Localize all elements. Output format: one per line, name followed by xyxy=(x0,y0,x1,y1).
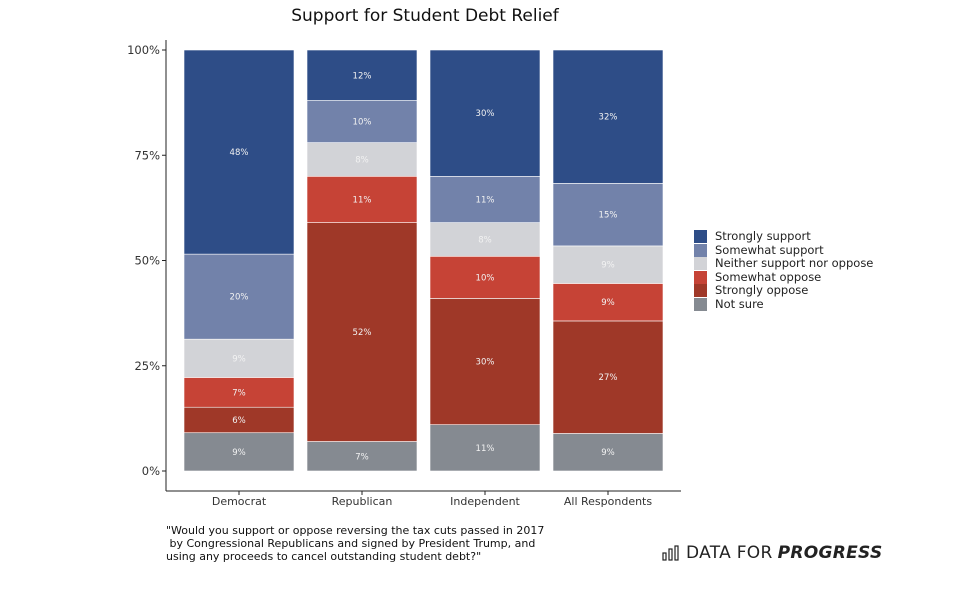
legend-item: Not sure xyxy=(694,296,873,312)
y-tick-label: 50% xyxy=(134,254,160,268)
data-label: 9% xyxy=(232,354,246,364)
bar-segment xyxy=(552,245,664,284)
logo-text-bold: PROGRESS xyxy=(777,543,883,563)
data-label: 9% xyxy=(232,448,246,458)
legend-swatch xyxy=(694,270,707,284)
data-label: 15% xyxy=(599,211,618,221)
data-label: 10% xyxy=(353,118,372,128)
x-tick-label: Republican xyxy=(332,495,393,508)
data-label: 7% xyxy=(355,452,369,462)
data-label: 48% xyxy=(230,148,249,158)
legend-label: Strongly support xyxy=(715,229,811,243)
legend-swatch xyxy=(694,297,707,311)
data-label: 20% xyxy=(230,293,249,303)
data-label: 32% xyxy=(599,113,618,123)
bar-segment xyxy=(429,49,541,177)
data-label: 11% xyxy=(476,444,495,454)
x-tick-label: All Respondents xyxy=(564,495,653,508)
data-label: 9% xyxy=(601,261,615,271)
bar-segment xyxy=(183,253,295,340)
legend-item: Strongly oppose xyxy=(694,283,873,298)
data-label: 27% xyxy=(599,373,618,383)
legend-swatch xyxy=(694,243,707,257)
data-label: 30% xyxy=(476,358,495,368)
y-tick-label: 100% xyxy=(127,43,160,57)
data-label: 9% xyxy=(601,448,615,458)
legend-label: Neither support nor oppose xyxy=(715,256,874,270)
bar-segment xyxy=(552,433,664,472)
x-tick-label: Democrat xyxy=(212,495,267,508)
data-label: 30% xyxy=(476,109,495,119)
bar-segment xyxy=(552,320,664,434)
x-tick-label: Independent xyxy=(450,495,520,508)
data-label: 10% xyxy=(476,273,495,283)
bar-segment xyxy=(429,176,541,223)
y-tick-label: 0% xyxy=(142,464,160,478)
data-label: 7% xyxy=(232,388,246,398)
bar-segment xyxy=(429,255,541,299)
legend-swatch xyxy=(694,230,707,244)
bar-segment xyxy=(429,424,541,472)
legend-label: Not sure xyxy=(715,296,764,311)
legend-item: Somewhat oppose xyxy=(694,269,873,285)
chart-title: Support for Student Debt Relief xyxy=(291,6,559,26)
legend: Strongly support Somewhat support Neither … xyxy=(694,229,874,312)
data-label: 6% xyxy=(232,416,246,426)
bar-segment xyxy=(306,49,418,101)
y-tick-label: 25% xyxy=(134,359,160,373)
y-tick-label: 75% xyxy=(134,148,160,162)
bar-segment xyxy=(552,283,664,322)
data-label: 12% xyxy=(353,71,372,81)
data-label: 52% xyxy=(353,328,372,338)
bar-segment xyxy=(429,222,541,257)
legend-label: Somewhat support xyxy=(715,242,824,257)
legend-label: Somewhat oppose xyxy=(715,269,822,284)
bar-segment xyxy=(183,406,295,434)
survey-question-caption: "Would you support or oppose reversing t… xyxy=(166,524,545,563)
data-label: 8% xyxy=(478,235,492,245)
bar-segment xyxy=(552,49,664,184)
data-label: 11% xyxy=(353,195,372,205)
bar-segment xyxy=(306,441,418,472)
bar-segment xyxy=(306,142,418,177)
bar-segment xyxy=(429,298,541,425)
legend-swatch xyxy=(694,257,707,271)
bar-chart-logo-icon xyxy=(662,545,679,561)
logo-text: DATA FOR xyxy=(686,543,773,563)
data-label: 8% xyxy=(355,155,369,165)
bar-segment xyxy=(183,49,295,255)
bar-segment xyxy=(306,222,418,442)
legend-item: Neither support nor oppose xyxy=(694,256,874,271)
legend-swatch xyxy=(694,284,707,298)
legend-label: Strongly oppose xyxy=(715,283,809,297)
data-label: 11% xyxy=(476,195,495,205)
data-for-progress-logo: DATA FOR PROGRESS xyxy=(662,543,883,563)
legend-item: Strongly support xyxy=(694,229,873,244)
data-label: 9% xyxy=(601,298,615,308)
bar-segment xyxy=(183,338,295,378)
bar-segment xyxy=(306,176,418,223)
bar-segment xyxy=(183,377,295,408)
legend-item: Somewhat support xyxy=(694,242,873,258)
bar-segment xyxy=(183,432,295,472)
